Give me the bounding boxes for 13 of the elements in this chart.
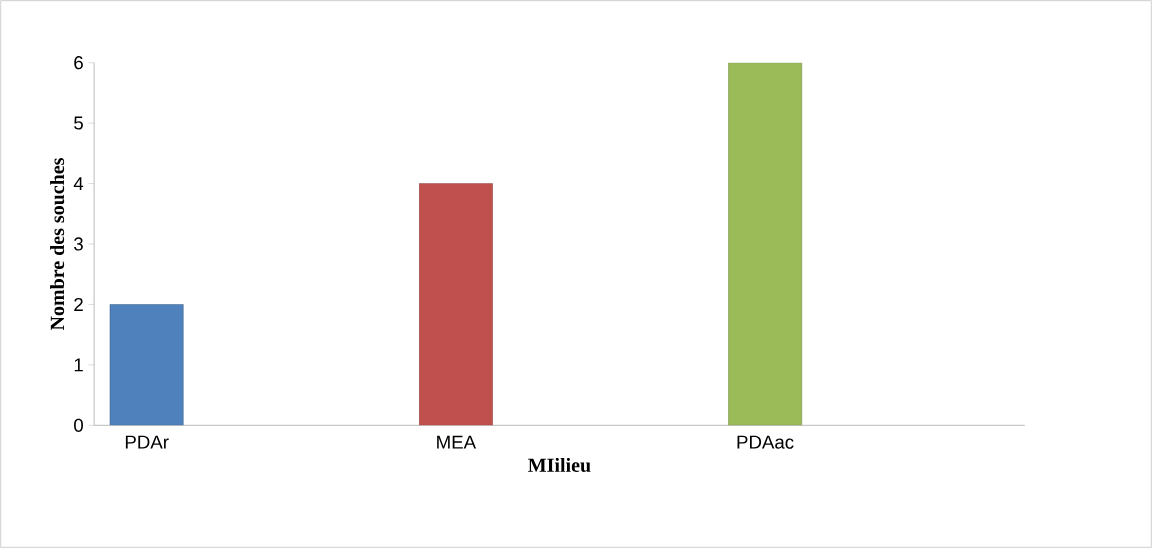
y-tick-label: 6 xyxy=(74,56,83,70)
x-tick-label: MEA xyxy=(437,435,477,449)
y-tick-label: 2 xyxy=(74,297,83,311)
y-tick-label: 5 xyxy=(74,116,83,130)
y-tick-label: 1 xyxy=(74,358,83,372)
y-tick-label: 3 xyxy=(74,237,83,251)
x-axis-title: MIilieu xyxy=(528,457,591,473)
y-tick-label: 0 xyxy=(74,418,83,432)
x-tick-label: PDAac xyxy=(737,435,794,449)
x-tick-label: PDAr xyxy=(125,435,169,449)
y-axis-title: Nombre des souches xyxy=(50,158,65,331)
bar xyxy=(728,62,802,426)
y-tick-label: 4 xyxy=(73,177,84,190)
